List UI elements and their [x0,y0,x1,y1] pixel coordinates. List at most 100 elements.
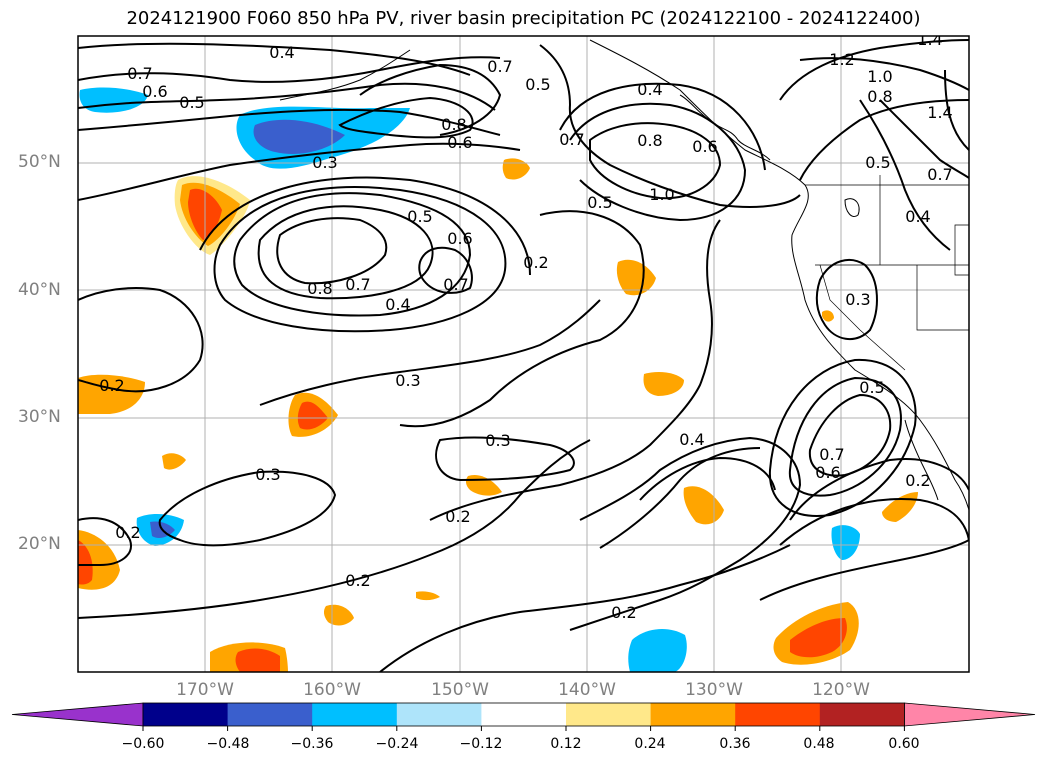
contour-label: 0.3 [395,371,420,390]
contour-label: 0.5 [865,153,890,172]
contour-label: 0.4 [385,295,410,314]
colorbar-tick: −0.60 [121,736,165,752]
precip-positive-122w-13n-core [790,618,847,658]
contour-label: 0.4 [269,43,294,62]
contour-label: 1.0 [867,67,892,86]
lat-tick-30: 30°N [18,407,61,427]
precip-positive-121w-37n [822,310,834,322]
contour-label: 1.4 [927,103,952,122]
lat-tick-50: 50°N [18,152,61,172]
pv-contours [78,39,969,672]
colorbar-tick: 0.36 [719,736,751,752]
colorbar-extend-low [11,702,144,727]
contour-label: 0.3 [312,153,337,172]
contour-label: 0.2 [345,571,370,590]
colorbar-tick: −0.48 [206,736,250,752]
contour-label-group: 0.4 0.7 0.6 0.5 0.3 0.8 0.6 0.5 0.7 0.4 … [99,30,952,622]
lon-tick-150w: 150°W [431,680,489,700]
lon-tick-160w: 160°W [303,680,361,700]
contour-label: 0.2 [115,523,140,542]
contour-label: 0.4 [637,80,662,99]
contour-label: 1.0 [649,185,674,204]
contour-label: 0.6 [142,82,167,101]
contour-label: 0.3 [485,431,510,450]
contour-label: 0.7 [345,275,370,294]
colorbar-bin [396,703,482,726]
contour-label: 0.5 [525,75,550,94]
contour-label: 0.8 [637,131,662,150]
precip-negative-gulf-alaska-core [253,119,345,155]
contour-label: 0.8 [307,279,332,298]
map-title: 2024121900 F060 850 hPa PV, river basin … [126,8,921,29]
precip-shading [78,87,918,672]
contour-label: 1.4 [917,30,942,49]
contour-label: 1.2 [829,50,854,69]
contour-label: 0.7 [927,165,952,184]
contour-label: 0.7 [127,64,152,83]
contour-label: 0.3 [845,290,870,309]
precip-positive-115w-22n [882,492,918,522]
colorbar-bin [312,703,398,726]
contour-label: 0.8 [867,87,892,106]
contour-label: 0.5 [859,378,884,397]
lat-tick-20: 20°N [18,534,61,554]
precip-positive-145w-49n [502,158,530,180]
contour-label: 0.2 [523,253,548,272]
colorbar-bin [566,703,652,726]
precip-negative-120w-19n [831,525,860,560]
colorbar-tick: 0.48 [803,736,835,752]
precip-negative-135w-12n [628,628,687,672]
precip-positive-sw-edge-core [78,540,93,585]
contour-label: 0.6 [447,229,472,248]
colorbar-bin [650,703,736,726]
colorbar-bin [819,703,905,726]
contour-label: 0.6 [692,137,717,156]
colorbar-extend-high [904,702,1036,727]
lon-tick-120w: 120°W [812,680,870,700]
precip-positive-152w-15n [416,591,440,601]
contour-label: 0.2 [99,376,124,395]
contour-label: 0.6 [447,133,472,152]
colorbar-tick: −0.36 [290,736,334,752]
lat-tick-40: 40°N [18,280,61,300]
colorbar-bin [481,703,567,726]
precip-positive-south-core [235,648,280,672]
contour-label: 0.7 [443,275,468,294]
contour-label: 0.4 [905,207,930,226]
contour-label: 0.2 [445,507,470,526]
colorbar [11,702,1036,731]
lon-tick-140w: 140°W [558,680,616,700]
precip-positive-168w-27n [162,453,186,470]
precip-positive-141w-41n [616,259,656,296]
contour-label: 0.6 [815,463,840,482]
contour-label: 0.7 [487,57,512,76]
colorbar-frame [142,702,905,727]
contour-label: 0.8 [441,115,466,134]
lon-tick-130w: 130°W [685,680,743,700]
colorbar-bin [735,703,821,726]
coastlines [279,39,969,511]
contour-label: 0.2 [611,603,636,622]
colorbar-bin [143,703,229,726]
colorbar-tick: −0.12 [459,736,503,752]
lon-tick-170w: 170°W [176,680,234,700]
contour-label: 0.5 [587,193,612,212]
graticule [78,36,969,672]
colorbar-tick: 0.24 [634,736,666,752]
contour-label: 0.5 [179,93,204,112]
precip-positive-139w-33n [643,372,684,396]
contour-label: 0.3 [255,465,280,484]
contour-label: 0.4 [679,430,704,449]
precip-positive-160w-30n-core [297,401,328,430]
colorbar-tick: −0.24 [375,736,419,752]
precip-positive-160w-14n [323,604,354,626]
contour-label: 0.7 [819,445,844,464]
precip-negative-nw [79,87,148,113]
colorbar-tick: 0.60 [888,736,920,752]
contour-label: 0.5 [407,207,432,226]
map-frame [77,35,970,673]
precip-positive-148w-24n [465,474,502,496]
precip-positive-131w-22n [683,486,724,525]
colorbar-bin [227,703,313,726]
